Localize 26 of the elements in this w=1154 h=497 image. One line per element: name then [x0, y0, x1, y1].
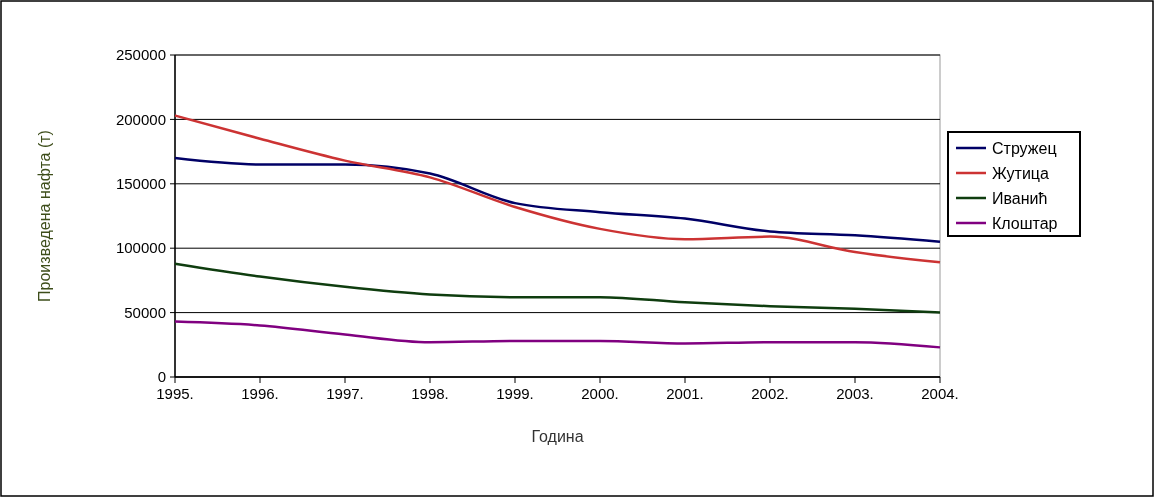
- x-tick-label: 2003.: [836, 385, 874, 402]
- y-tick-label: 250000: [115, 46, 166, 64]
- x-tick-label: 1999.: [496, 385, 534, 402]
- x-tick-label: 2000.: [581, 385, 619, 402]
- x-tick-label: 2002.: [751, 385, 789, 402]
- line-series: [173, 262, 942, 314]
- x-tick-label: 1998.: [411, 385, 449, 402]
- x-tick-label: 2004.: [921, 385, 959, 402]
- y-tick-label: 0: [157, 368, 166, 386]
- legend-label: Жутица: [992, 164, 1050, 182]
- x-tick-label: 1997.: [326, 385, 364, 402]
- legend-label: Иванић: [992, 189, 1048, 207]
- y-tick-label: 200000: [115, 110, 166, 128]
- line-series: [173, 320, 942, 349]
- legend-label: Клоштар: [992, 214, 1058, 232]
- line-series: [173, 114, 942, 264]
- x-tick-label: 1996.: [241, 385, 279, 402]
- y-tick-label: 150000: [115, 175, 166, 193]
- line-series: [173, 156, 942, 244]
- legend-label: Стружец: [992, 139, 1057, 157]
- x-tick-label: 1995.: [156, 385, 194, 402]
- y-tick-label: 50000: [124, 303, 166, 321]
- y-tick-label: 100000: [115, 239, 166, 257]
- x-axis-title: Година: [531, 428, 584, 445]
- y-axis-title: Произведена нафта (т): [36, 130, 53, 302]
- x-tick-label: 2001.: [666, 385, 704, 402]
